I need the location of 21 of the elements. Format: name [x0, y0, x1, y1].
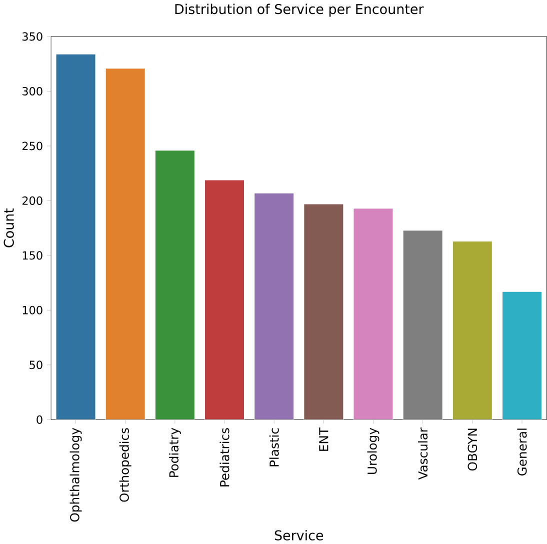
y-axis-title: Count — [4, 208, 14, 248]
x-tick-label: Ophthalmology — [70, 428, 82, 522]
x-tick-label: Vascular — [418, 427, 428, 480]
y-tick-label: 0 — [36, 415, 42, 424]
y-tick-label: 350 — [22, 32, 42, 41]
y-tick-label: 150 — [22, 251, 42, 260]
y-tick-label: 200 — [22, 196, 42, 205]
x-tick-label: General — [517, 428, 527, 476]
chart-title: Distribution of Service per Encounter — [175, 4, 424, 17]
x-tick-label: Urology — [367, 428, 380, 474]
x-tick-label: ENT — [319, 427, 328, 451]
x-axis-title: Service — [274, 530, 324, 540]
x-tick-label: Pediatrics — [220, 428, 230, 486]
y-tick-label: 300 — [22, 86, 42, 96]
x-tick-label: Orthopedics — [119, 428, 132, 502]
x-tick-label: Plastic — [269, 428, 279, 466]
y-tick-label: 100 — [22, 306, 42, 314]
x-tick-label: OBGYN — [468, 428, 478, 470]
y-tick-label: 50 — [30, 360, 42, 370]
x-tick-label: Podiatry — [168, 428, 181, 477]
y-tick-label: 250 — [22, 142, 42, 150]
